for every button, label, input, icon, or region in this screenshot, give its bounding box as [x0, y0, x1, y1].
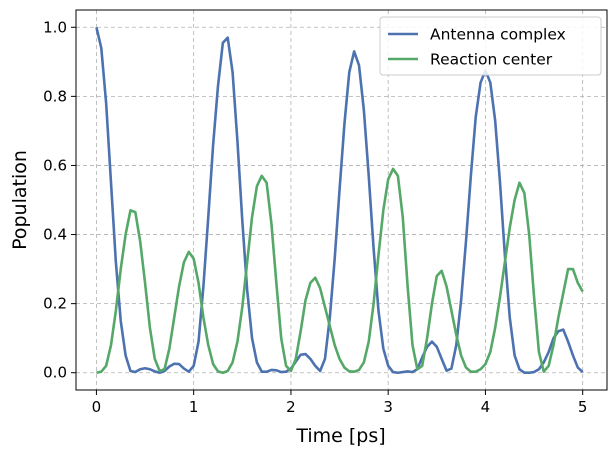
plot-frame [75, 9, 608, 391]
y-tick-label: 0.2 [43, 295, 67, 313]
series-line-2 [96, 167, 584, 375]
x-axis-label: Time [ps] [295, 425, 385, 447]
y-tick-label: 1.0 [43, 18, 67, 36]
y-axis-label: Population [9, 150, 31, 250]
x-tick-label: 0 [92, 398, 102, 416]
axis-ticks: 0 1 2 3 4 5 0.0 0.2 0.4 0.6 0.8 1.0 [43, 18, 587, 416]
legend: Antenna complex Reaction center [379, 16, 602, 76]
series-lines [95, 26, 584, 375]
x-tick-label: 2 [286, 398, 296, 416]
x-tick-label: 4 [481, 398, 491, 416]
y-tick-label: 0.4 [43, 226, 67, 244]
series-line-1 [95, 26, 584, 375]
x-tick-label: 1 [189, 398, 199, 416]
legend-label: Antenna complex [430, 26, 566, 44]
y-tick-label: 0.8 [43, 87, 67, 105]
legend-box [379, 16, 602, 76]
legend-label: Reaction center [430, 51, 553, 69]
y-tick-label: 0.0 [43, 364, 67, 382]
x-tick-label: 3 [383, 398, 393, 416]
y-tick-label: 0.6 [43, 156, 67, 174]
x-tick-label: 5 [578, 398, 588, 416]
